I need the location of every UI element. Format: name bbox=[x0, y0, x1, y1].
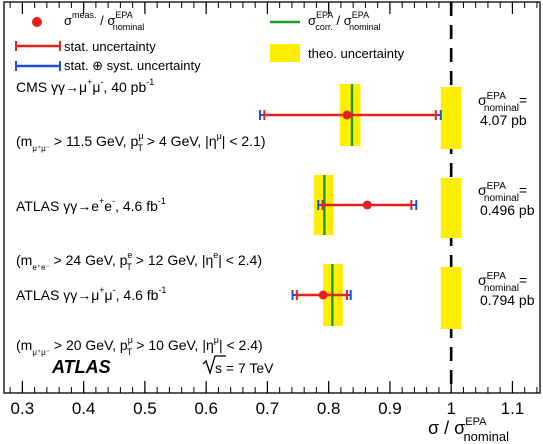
legend-theo-label: theo. uncertainty bbox=[308, 46, 405, 61]
measurement-label: CMS γγ→μ+μ-, 40 pb-1 bbox=[16, 77, 154, 95]
legend-theo-box bbox=[270, 44, 300, 62]
legend-meas-marker bbox=[32, 17, 42, 27]
x-axis-title: σ / σEPA nominal bbox=[428, 416, 509, 444]
measurement-cuts: (me⁺e⁻ > 24 GeV, pe T > 12 GeV, |ηe| < 2.… bbox=[16, 250, 262, 272]
measurement-label: ATLAS γγ→e+e-, 4.6 fb-1 bbox=[16, 196, 166, 214]
measurement-3: ATLAS γγ→μ+μ-, 4.6 fb-1 (mμ⁺μ⁻ > 20 GeV, … bbox=[16, 264, 535, 357]
notes: ATLAS s = 7 TeV bbox=[51, 355, 274, 377]
nominal-theory-band bbox=[440, 87, 462, 149]
nominal-label: σEPA nominal= bbox=[478, 181, 527, 204]
measurement-label: ATLAS γγ→μ+μ-, 4.6 fb-1 bbox=[16, 285, 166, 303]
x-axis-title-sup: EPA bbox=[465, 416, 487, 428]
plot-frame bbox=[3, 1, 541, 394]
measurement-cuts: (mμ⁺μ⁻ > 20 GeV, pμ T > 10 GeV, |ημ| < 2.… bbox=[16, 335, 263, 357]
measurement-point bbox=[362, 200, 372, 210]
sqrt-icon bbox=[202, 355, 226, 376]
measurement-1: CMS γγ→μ+μ-, 40 pb-1 (mμ⁺μ⁻ > 11.5 GeV, p… bbox=[16, 77, 527, 153]
nominal-theory-band bbox=[440, 267, 462, 329]
x-tick-label: 1.1 bbox=[501, 399, 525, 418]
nominal-theory-band bbox=[440, 178, 462, 238]
x-tick-label: 1 bbox=[446, 399, 455, 418]
measurements: CMS γγ→μ+μ-, 40 pb-1 (mμ⁺μ⁻ > 11.5 GeV, p… bbox=[16, 77, 535, 357]
x-tick-label: 0.6 bbox=[194, 399, 218, 418]
nominal-value: 0.794 pb bbox=[480, 292, 535, 308]
x-tick-label: 0.5 bbox=[133, 399, 157, 418]
legend-corr-label: σEPA corr. / σEPA nominal bbox=[308, 10, 381, 32]
experiment-label: ATLAS bbox=[51, 357, 111, 377]
nominal-value: 0.496 pb bbox=[480, 202, 535, 218]
x-tick-label: 0.7 bbox=[256, 399, 280, 418]
measurement-point bbox=[318, 290, 328, 300]
measurement-point bbox=[342, 110, 352, 120]
nominal-label: σEPA nominal= bbox=[478, 271, 527, 294]
x-axis-title-sub: nominal bbox=[463, 429, 509, 444]
legend: σmeas. / σEPA nominal stat. uncertainty sta… bbox=[15, 10, 405, 73]
measurement-2: ATLAS γγ→e+e-, 4.6 fb-1 (me⁺e⁻ > 24 GeV, … bbox=[16, 175, 535, 272]
axes: 0.3 0.4 0.5 0.6 0.7 0.8 0.9 1 1.1σ / σEPA nominal bbox=[3, 1, 541, 444]
legend-syst-label: stat. ⊕ syst. uncertainty bbox=[64, 58, 201, 73]
x-tick-label: 0.9 bbox=[378, 399, 402, 418]
x-tick-label: 0.8 bbox=[317, 399, 341, 418]
legend-stat-label: stat. uncertainty bbox=[64, 39, 156, 54]
nominal-label: σEPA nominal= bbox=[478, 91, 527, 114]
x-tick-label: 0.4 bbox=[72, 399, 96, 418]
energy-label: s = 7 TeV bbox=[215, 360, 274, 376]
nominal-value: 4.07 pb bbox=[480, 112, 527, 128]
x-tick-label: 0.3 bbox=[11, 399, 35, 418]
legend-meas-label: σmeas. / σEPA nominal bbox=[64, 10, 144, 32]
measurement-cuts: (mμ⁺μ⁻ > 11.5 GeV, pμ T > 4 GeV, |ημ| < 2… bbox=[16, 131, 266, 153]
